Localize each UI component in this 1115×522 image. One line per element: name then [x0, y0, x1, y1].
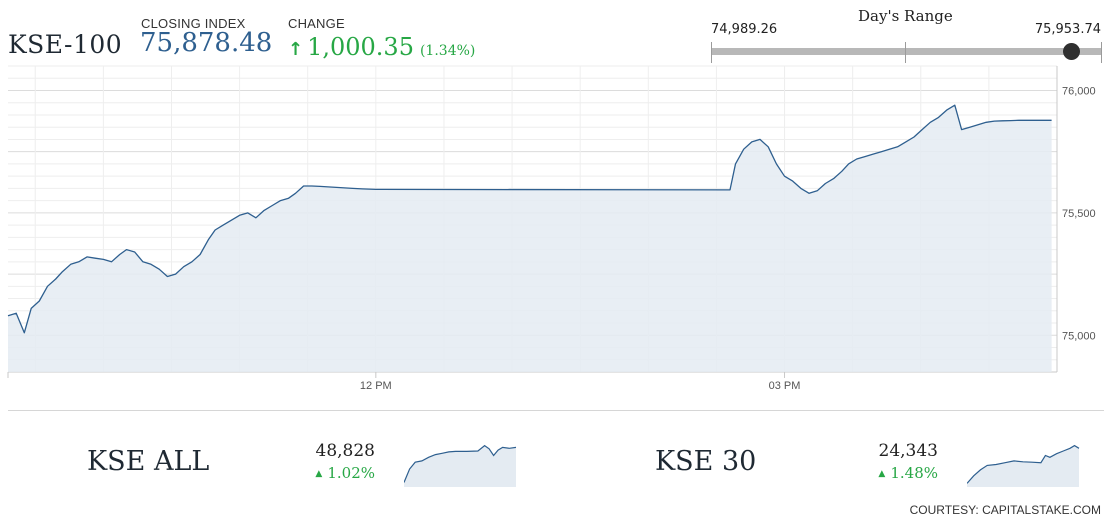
- section-divider: [8, 410, 1104, 411]
- change-row: ↑ 1,000.35 (1.34%): [288, 33, 475, 61]
- x-tick-label: 12 PM: [360, 380, 392, 392]
- change-percent: (1.34%): [419, 43, 476, 59]
- sparkline-line: [404, 444, 517, 483]
- sparkline-area: [967, 445, 1079, 487]
- x-tick-label: 03 PM: [769, 380, 801, 392]
- days-range-tick-mid: [905, 42, 906, 63]
- sparkline-line: [967, 444, 1080, 484]
- y-tick-label: 75,000: [1062, 330, 1096, 342]
- kse-all-change: ▲ 1.02%: [280, 464, 375, 482]
- closing-index-label: CLOSING INDEX: [141, 16, 246, 31]
- y-tick-label: 75,500: [1062, 208, 1096, 220]
- change-value: 1,000.35: [307, 33, 414, 61]
- kse-all-name: KSE ALL: [87, 446, 210, 477]
- days-range-marker: [1063, 43, 1081, 60]
- days-range-bar: [712, 48, 1102, 55]
- triangle-up-icon: ▲: [315, 469, 323, 479]
- intraday-chart: 75,000 75,500 76,000 12 PM 03 PM: [7, 65, 1096, 392]
- index-name: KSE-100: [8, 30, 123, 59]
- kse-30-change: ▲ 1.48%: [845, 464, 938, 482]
- change-label: CHANGE: [288, 16, 345, 31]
- kse-all-sparkline: [404, 444, 517, 487]
- kse-30-change-value: 1.48%: [890, 464, 938, 482]
- series-area: [8, 105, 1052, 372]
- days-range-tick-left: [711, 42, 712, 63]
- closing-index-value: 75,878.48: [140, 28, 273, 58]
- days-range-high: 75,953.74: [1034, 22, 1101, 37]
- days-range-title: Day's Range: [858, 7, 953, 25]
- kse-all-change-value: 1.02%: [327, 464, 375, 482]
- kse-30-sparkline: [967, 444, 1080, 487]
- kse-30-name: KSE 30: [655, 446, 757, 477]
- triangle-up-icon: ▲: [878, 469, 886, 479]
- arrow-up-icon: ↑: [288, 39, 304, 60]
- courtesy-credit: COURTESY: CAPITALSTAKE.COM: [909, 503, 1101, 517]
- days-range-tick-right: [1101, 42, 1102, 63]
- days-range-low: 74,989.26: [711, 22, 778, 37]
- y-tick-label: 76,000: [1062, 85, 1096, 97]
- series-line: [7, 104, 1052, 334]
- kse-30-value: 24,343: [878, 441, 938, 461]
- kse-all-value: 48,828: [315, 441, 375, 461]
